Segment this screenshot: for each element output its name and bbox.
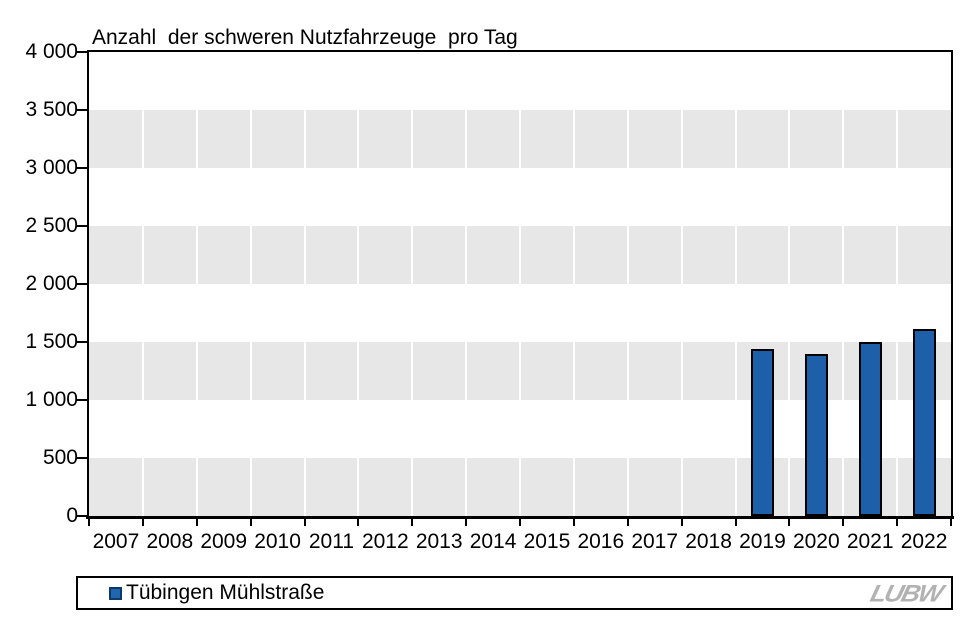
- x-tick-label: 2010: [254, 530, 301, 553]
- x-tick-label: 2012: [361, 530, 409, 553]
- vertical-gridline: [249, 52, 252, 516]
- y-tick-label: 3 500: [25, 98, 78, 121]
- x-tick-label: 2018: [685, 530, 732, 553]
- x-tick: [896, 519, 899, 526]
- x-tick: [195, 519, 198, 526]
- x-tick: [357, 519, 360, 526]
- x-tick: [626, 519, 629, 526]
- x-tick-label: 2019: [739, 530, 786, 553]
- x-tick-label: 2011: [308, 530, 355, 553]
- x-tick: [842, 519, 845, 526]
- vertical-gridline: [788, 52, 791, 516]
- y-tick-label: 3 000: [25, 156, 78, 179]
- x-tick: [950, 519, 952, 526]
- vertical-gridline: [680, 52, 683, 516]
- legend-box: Tübingen Mühlstraße LUBW: [76, 576, 953, 610]
- y-tick-label: 2 000: [25, 272, 78, 295]
- x-tick-label: 2007: [92, 530, 140, 553]
- vertical-gridline: [572, 52, 575, 516]
- x-tick: [249, 519, 252, 526]
- x-tick: [572, 519, 575, 526]
- bar-2020: [804, 353, 828, 516]
- x-tick: [411, 519, 414, 526]
- vertical-gridline: [411, 52, 414, 516]
- y-tick: [76, 167, 87, 169]
- vertical-gridline: [896, 52, 899, 516]
- vertical-gridline: [303, 52, 306, 516]
- vertical-gridline: [842, 52, 845, 516]
- x-tick-label: 2008: [146, 530, 194, 553]
- y-tick-label: 0: [66, 504, 78, 527]
- y-axis-line: [87, 50, 89, 519]
- legend-label: Tübingen Mühlstraße: [126, 581, 325, 604]
- y-tick: [76, 515, 87, 517]
- vertical-gridline: [141, 52, 144, 516]
- y-tick: [76, 283, 87, 285]
- x-tick: [88, 519, 90, 526]
- y-tick-label: 1 500: [25, 330, 78, 353]
- bar-2019: [750, 348, 774, 516]
- x-tick: [519, 519, 521, 526]
- y-tick-label: 500: [42, 446, 78, 469]
- y-tick: [76, 341, 87, 343]
- x-tick-label: 2014: [469, 530, 517, 553]
- x-tick: [788, 519, 791, 526]
- x-tick-label: 2020: [792, 530, 840, 553]
- x-tick: [141, 519, 144, 526]
- y-tick: [76, 225, 87, 227]
- x-tick-label: 2013: [415, 530, 463, 553]
- chart-title: Anzahl der schweren Nutzfahrzeuge pro Ta…: [92, 26, 518, 49]
- y-tick: [76, 399, 87, 401]
- y-tick: [76, 109, 87, 111]
- plot-area: [89, 52, 951, 516]
- x-axis-line: [86, 516, 954, 519]
- x-tick-label: 2022: [900, 530, 948, 553]
- vertical-gridline: [357, 52, 360, 516]
- x-tick-label: 2017: [631, 530, 679, 553]
- x-tick: [465, 519, 468, 526]
- vertical-gridline: [465, 52, 468, 516]
- legend-swatch: [109, 586, 122, 600]
- x-tick-label: 2009: [200, 530, 248, 553]
- x-tick-label: 2021: [846, 530, 894, 553]
- plot-right-border: [951, 50, 953, 519]
- x-tick-label: 2015: [523, 530, 571, 553]
- x-tick: [303, 519, 306, 526]
- vertical-gridline: [626, 52, 629, 516]
- y-tick-label: 2 500: [25, 214, 78, 237]
- bar-2021: [858, 342, 882, 516]
- x-tick-label: 2016: [577, 530, 625, 553]
- y-tick-label: 4 000: [25, 40, 78, 63]
- x-tick: [680, 519, 683, 526]
- bar-2022: [912, 329, 936, 516]
- vertical-gridline: [519, 52, 521, 516]
- y-tick-label: 1 000: [25, 388, 78, 411]
- vertical-gridline: [195, 52, 198, 516]
- y-tick: [76, 457, 87, 459]
- y-tick: [76, 51, 87, 53]
- vertical-gridline: [734, 52, 737, 516]
- plot-top-border: [87, 50, 953, 52]
- x-tick: [734, 519, 737, 526]
- lubw-logo: LUBW: [867, 578, 945, 607]
